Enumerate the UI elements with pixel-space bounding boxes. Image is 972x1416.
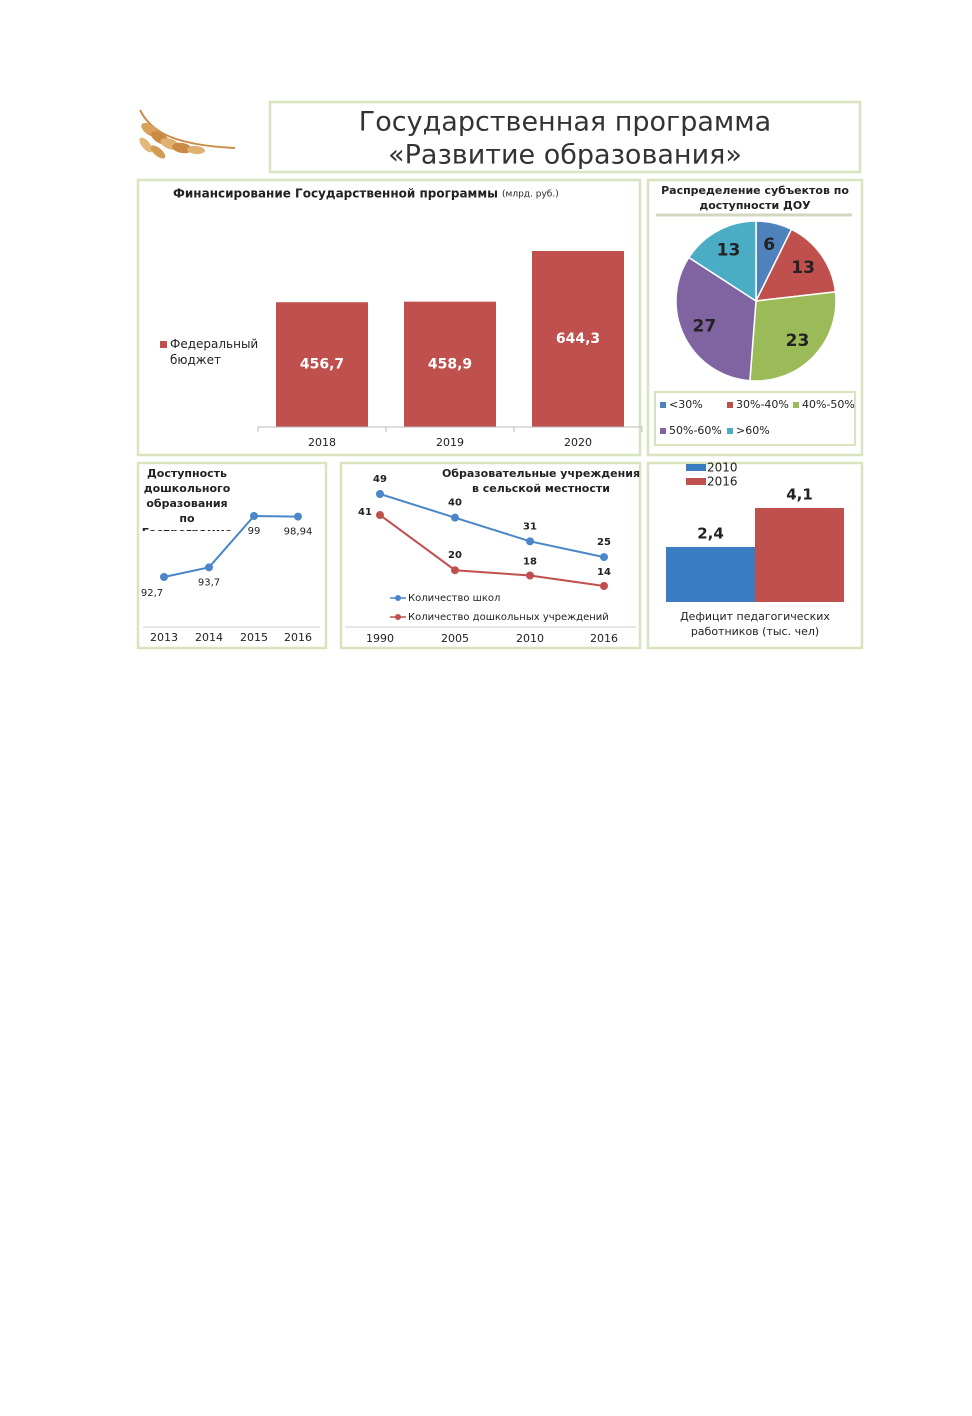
line bbox=[163, 514, 299, 578]
point bbox=[250, 512, 258, 520]
bar bbox=[532, 251, 624, 427]
point bbox=[600, 553, 608, 562]
data-label: 98,94 bbox=[284, 527, 313, 538]
chart-title: Финансирование Государственной программы bbox=[173, 187, 498, 201]
point bbox=[160, 573, 168, 581]
data-label: 27 bbox=[693, 317, 717, 337]
legend-swatch bbox=[727, 402, 733, 408]
chart-title-box: Доступность дошкольного образования по Г… bbox=[142, 467, 233, 531]
legend-label: 40%-50% bbox=[802, 398, 855, 411]
point bbox=[526, 571, 534, 580]
pie-slice bbox=[687, 220, 757, 303]
x-tick-label: 2014 bbox=[195, 631, 223, 644]
data-label: 13 bbox=[791, 258, 815, 278]
data-label: 14 bbox=[597, 567, 611, 578]
data-label: 41 bbox=[358, 507, 372, 518]
legend-label: <30% bbox=[669, 398, 703, 411]
point bbox=[451, 566, 459, 575]
legend-label: >60% bbox=[736, 424, 770, 437]
x-tick-label: 2013 bbox=[150, 631, 178, 644]
point bbox=[205, 563, 213, 572]
legend-swatch bbox=[686, 478, 706, 485]
bar bbox=[666, 546, 755, 602]
bar bbox=[404, 301, 496, 427]
bar bbox=[276, 302, 368, 427]
header-title: «Развитие образования» bbox=[388, 140, 742, 171]
data-label: 6 bbox=[763, 235, 775, 255]
legend-label-box: Федеральный бюджет bbox=[170, 337, 259, 368]
data-label: 99 bbox=[248, 526, 261, 537]
legend-swatch bbox=[660, 428, 666, 434]
header-box bbox=[268, 100, 862, 174]
x-tick-label: 2016 bbox=[284, 631, 312, 644]
legend-marker bbox=[395, 595, 401, 601]
data-label: 456,7 bbox=[300, 357, 344, 373]
legend-label: Федеральный бюджет bbox=[170, 337, 259, 368]
chart-title: Образовательные учреждения в сельской ме… bbox=[441, 467, 641, 495]
legend-swatch bbox=[686, 464, 706, 471]
category-label: Дефицит педагогических работников (тыс. … bbox=[680, 610, 830, 638]
panel bbox=[136, 461, 328, 650]
chart-title-box: Образовательные учреждения в сельской ме… bbox=[441, 467, 641, 495]
pie-slice bbox=[754, 228, 837, 302]
data-label: 31 bbox=[523, 521, 537, 532]
point bbox=[376, 511, 384, 520]
data-label: 25 bbox=[597, 537, 611, 548]
point bbox=[376, 490, 384, 498]
x-tick-label: 2019 bbox=[436, 436, 464, 449]
data-label: 49 bbox=[373, 474, 387, 485]
data-label: 4,1 bbox=[786, 486, 813, 504]
legend-label: 30%-40% bbox=[736, 398, 789, 411]
data-label: 93,7 bbox=[198, 577, 220, 588]
chart-title-box: Распределение субъектов по доступности Д… bbox=[661, 184, 849, 212]
legend-swatch bbox=[727, 428, 733, 434]
data-label: 23 bbox=[786, 331, 810, 351]
legend-swatch bbox=[160, 341, 167, 348]
header-title: Государственная программа bbox=[359, 107, 771, 138]
bar bbox=[755, 508, 844, 602]
x-tick-label: 2018 bbox=[308, 436, 336, 449]
legend-marker bbox=[395, 614, 401, 620]
x-tick-label: 2016 bbox=[590, 632, 618, 645]
data-label: 13 bbox=[717, 240, 741, 260]
point bbox=[526, 537, 534, 546]
legend-swatch bbox=[660, 402, 666, 408]
legend-swatch bbox=[793, 402, 799, 408]
chart-title: Распределение субъектов по доступности Д… bbox=[661, 184, 849, 212]
x-tick-label: 2015 bbox=[240, 631, 268, 644]
data-label: 92,7 bbox=[141, 588, 163, 599]
data-label: 644,3 bbox=[556, 331, 600, 347]
point bbox=[451, 513, 459, 522]
data-label: 2,4 bbox=[697, 524, 724, 542]
x-tick-label: 2010 bbox=[516, 632, 544, 645]
data-label: 40 bbox=[448, 498, 462, 509]
legend-box bbox=[654, 391, 856, 446]
chart-title: Доступность дошкольного образования по Г… bbox=[142, 467, 233, 531]
category-label-box: Дефицит педагогических работников (тыс. … bbox=[680, 610, 830, 638]
data-label: 20 bbox=[448, 550, 462, 561]
data-label: 458,9 bbox=[428, 356, 472, 372]
x-tick-label: 1990 bbox=[366, 632, 394, 645]
legend-label: 2016 bbox=[707, 475, 738, 489]
point bbox=[294, 512, 302, 521]
point bbox=[600, 582, 608, 590]
line bbox=[379, 493, 605, 559]
chart-subtitle: (млрд. руб.) bbox=[502, 190, 559, 200]
legend-label: 2010 bbox=[707, 461, 738, 475]
wheat-icon bbox=[139, 109, 236, 159]
x-tick-label: 2020 bbox=[564, 436, 592, 449]
legend-label: Количество дошкольных учреждений bbox=[408, 612, 609, 623]
x-tick-label: 2005 bbox=[441, 632, 469, 645]
line bbox=[379, 514, 605, 587]
legend-label: 50%-60% bbox=[669, 424, 722, 437]
data-label: 18 bbox=[523, 556, 537, 567]
legend-label: Количество школ bbox=[408, 593, 500, 604]
pie-slice bbox=[749, 290, 837, 382]
